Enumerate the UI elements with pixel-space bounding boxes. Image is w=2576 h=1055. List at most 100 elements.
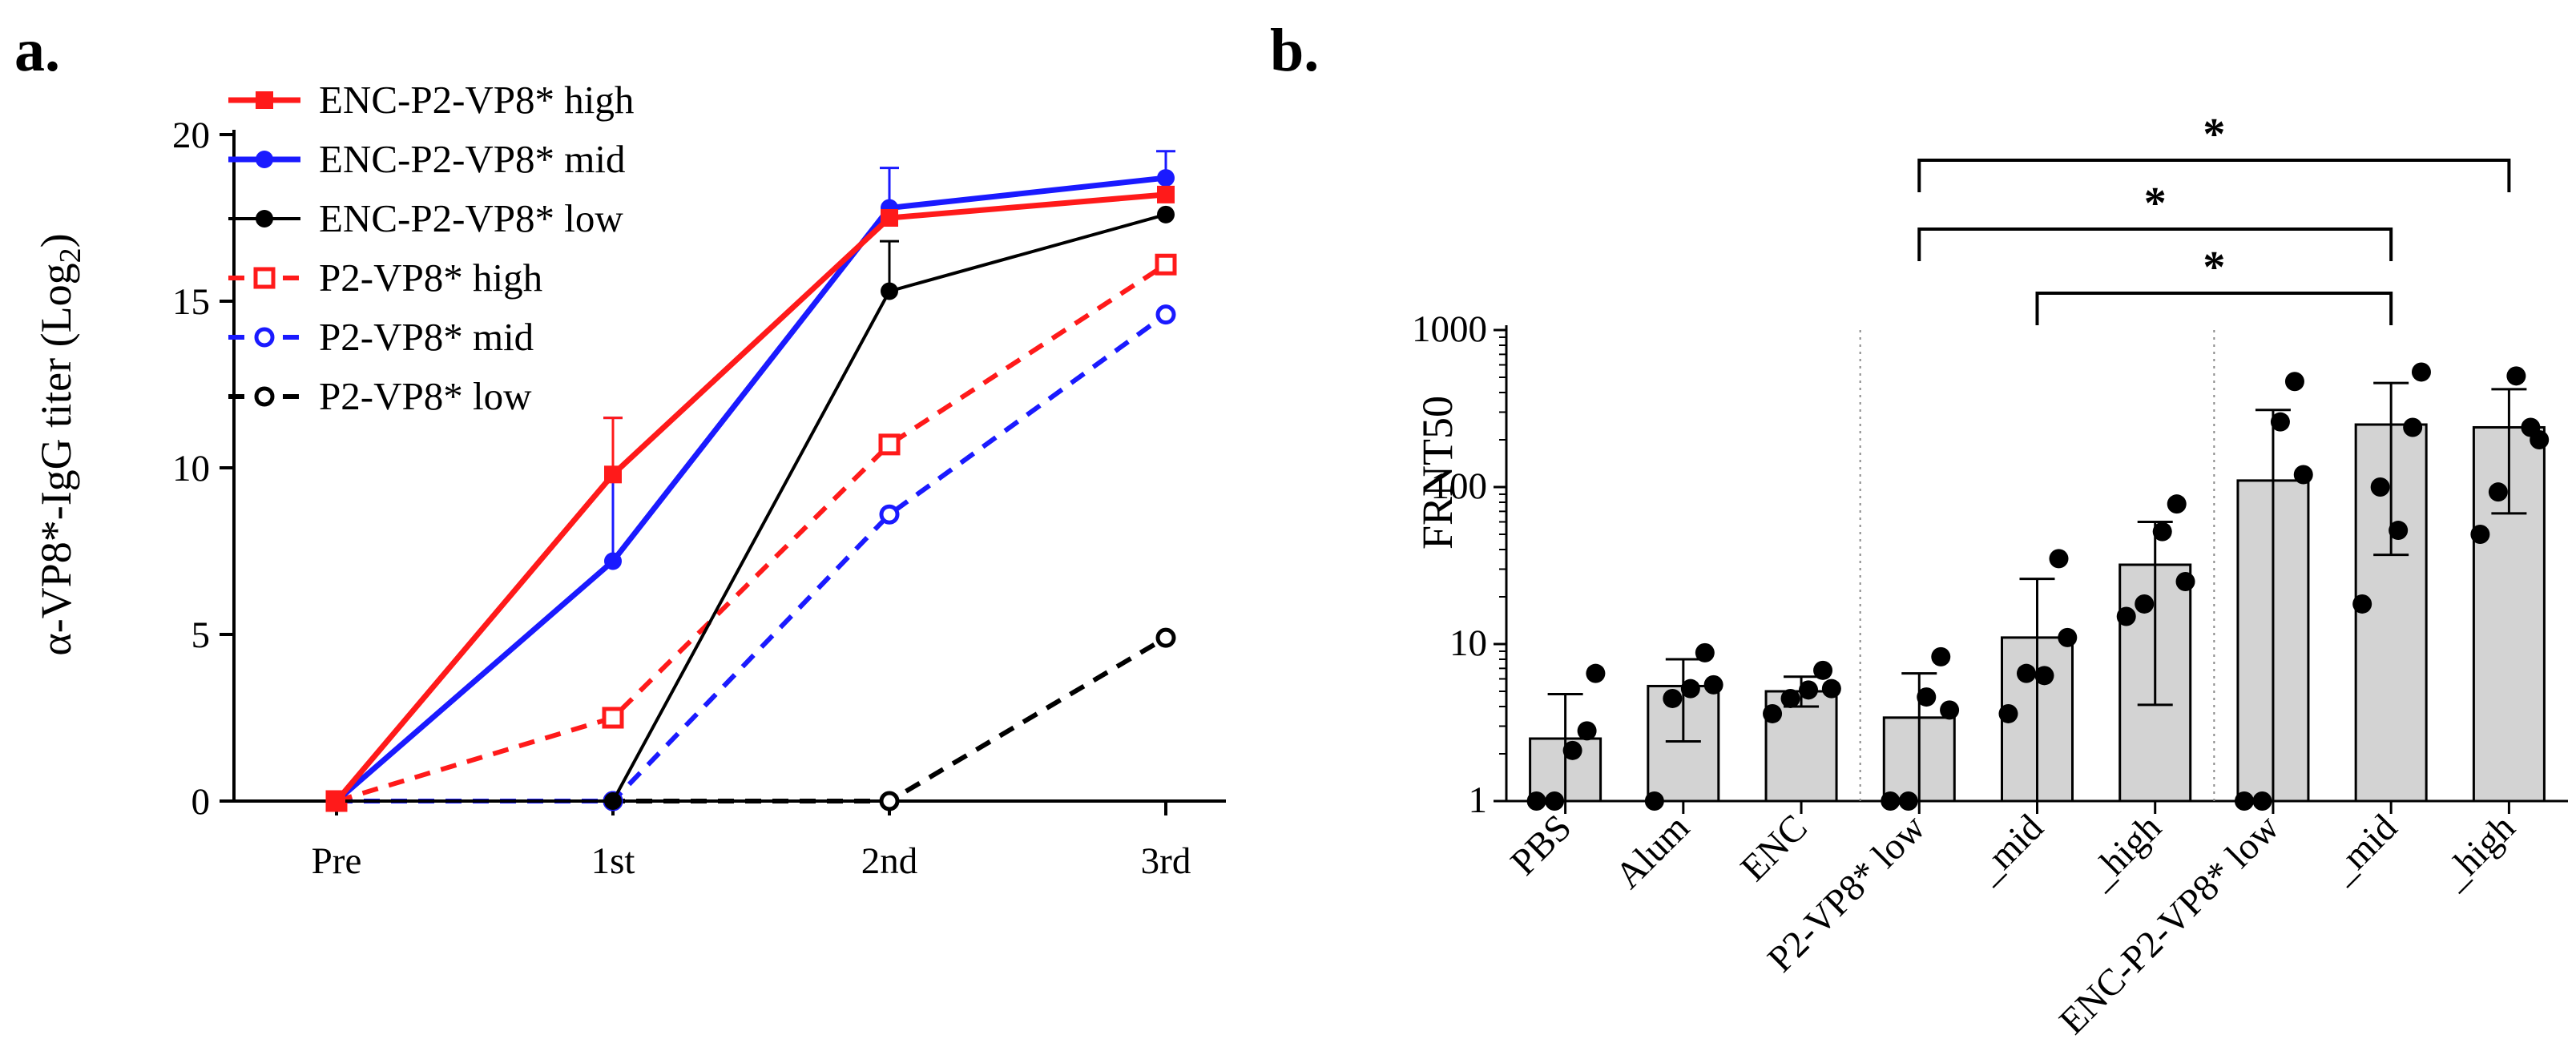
legend-item-p2-vp8-mid: P2-VP8* mid [228, 315, 534, 359]
x-tick-label-alum-1: Alum [1607, 807, 1697, 896]
y-tick-label-0: 0 [191, 781, 211, 823]
y-tick-label-1000: 1000 [1412, 308, 1487, 350]
legend-item-enc-p2-vp8-low: ENC-P2-VP8* low [228, 196, 623, 240]
y-tick-label-100: 100 [1431, 465, 1488, 507]
legend-item-p2-vp8-high: P2-VP8* high [228, 256, 542, 300]
data-point-p2-vp8-high-1st [602, 707, 624, 729]
data-point-p2-vp8-high-3rd [1155, 253, 1177, 276]
significance-label-0: * [2203, 110, 2225, 159]
series-enc-p2-vp8-mid [328, 150, 1175, 810]
legend-label: P2-VP8* high [319, 256, 542, 300]
data-point-3-4 [1940, 700, 1960, 720]
data-point-4-0 [1998, 703, 2018, 723]
data-point-2-2 [1799, 680, 1819, 700]
data-point-5-2 [2152, 521, 2172, 542]
legend-marker [256, 210, 273, 228]
data-point-enc-p2-vp8-mid-1st [604, 552, 622, 570]
data-point-4-3 [2049, 549, 2069, 569]
series-line-p2-vp8-low [337, 635, 1167, 803]
x-tick-label-1st: 1st [591, 840, 635, 882]
data-point-4-2 [2034, 666, 2054, 686]
data-point-enc-p2-vp8-high-2nd [881, 209, 898, 227]
data-point-enc-p2-vp8-mid-3rd [1157, 169, 1175, 187]
legend-item-p2-vp8-low: P2-VP8* low [228, 374, 532, 418]
legend-label: ENC-P2-VP8* mid [319, 137, 626, 181]
panel-a-label: a. [14, 17, 60, 84]
y-tick-label-5: 5 [191, 614, 211, 656]
legend-marker [256, 151, 273, 168]
y-axis-title-subscript: 2 [54, 248, 87, 263]
significance-label-1: * [2144, 179, 2167, 228]
data-point-7-1 [2370, 477, 2390, 497]
series-enc-p2-vp8-high [328, 185, 1175, 810]
legend-marker [254, 386, 275, 407]
x-tick-label-2nd: 2nd [861, 840, 918, 882]
data-point-8-4 [2530, 429, 2550, 449]
legend-item-enc-p2-vp8-mid: ENC-P2-VP8* mid [228, 137, 626, 181]
data-point-6-3 [2284, 372, 2304, 392]
x-tick-label-pre: Pre [312, 840, 362, 882]
data-point-2-4 [1821, 679, 1841, 699]
x-tick-label-pbs-0: PBS [1502, 807, 1579, 884]
bar-chart-y-axis-title: FRNT50 [1413, 396, 1461, 550]
data-point-7-4 [2411, 362, 2431, 382]
y-axis-title-close: ) [32, 233, 80, 248]
data-point-enc-p2-vp8-low-1st [604, 792, 622, 810]
line-chart-series [325, 150, 1177, 812]
data-point-p2-vp8-mid-2nd [879, 504, 900, 525]
y-tick-label-10: 10 [172, 448, 210, 489]
data-point-1-1 [1663, 688, 1683, 708]
data-point-7-0 [2352, 594, 2372, 614]
data-point-enc-p2-vp8-low-2nd [881, 282, 898, 300]
data-point-8-0 [2470, 525, 2490, 545]
data-point-1-4 [1703, 674, 1723, 695]
data-point-2-3 [1813, 660, 1833, 680]
x-tick-label-high-5: _high [2078, 807, 2169, 897]
legend-item-enc-p2-vp8-high: ENC-P2-VP8* high [228, 78, 634, 122]
y-tick-label-10: 10 [1449, 622, 1487, 664]
data-point-p2-vp8-low-2nd [879, 791, 900, 811]
data-point-p2-vp8-mid-3rd [1155, 304, 1176, 325]
data-point-8-2 [2506, 366, 2526, 386]
data-point-2-0 [1763, 703, 1783, 723]
data-point-enc-p2-vp8-high-1st [604, 465, 622, 484]
x-tick-label-high-8: _high [2433, 807, 2523, 897]
line-chart-panel: a. 0 5 10 15 20 Pre 1st 2nd 3rd ENC-P2-VP8* high… [14, 17, 1226, 882]
bar-chart-points [1526, 362, 2550, 811]
significance-label-2: * [2203, 243, 2225, 292]
line-chart-ticks: 0 5 10 15 20 Pre 1st 2nd 3rd [172, 115, 1191, 882]
data-point-7-3 [2403, 417, 2423, 437]
panel-b-label: b. [1270, 17, 1319, 84]
legend-label: P2-VP8* mid [319, 315, 534, 359]
series-line-enc-p2-vp8-high [334, 191, 1167, 803]
data-point-p2-vp8-high-2nd [878, 433, 901, 456]
data-point-0-4 [1586, 663, 1606, 683]
series-line-p2-vp8-high [336, 262, 1167, 803]
series-line-enc-p2-vp8-low [337, 212, 1167, 803]
data-point-3-2 [1917, 687, 1937, 707]
data-point-6-2 [2270, 412, 2290, 432]
data-point-enc-p2-vp8-high-3rd [1157, 185, 1175, 203]
data-point-p2-vp8-low-3rd [1155, 627, 1176, 648]
significance-bracket-0 [1917, 159, 2511, 192]
y-tick-label-20: 20 [172, 115, 210, 156]
y-axis-title-main: α-VP8*-IgG titer (Log [32, 263, 80, 655]
data-point-enc-p2-vp8-high-pre [328, 792, 345, 810]
data-point-1-3 [1695, 642, 1715, 662]
data-point-enc-p2-vp8-low-3rd [1157, 205, 1175, 223]
significance-bracket-2 [2035, 292, 2393, 325]
x-tick-label-enc-2: ENC [1733, 807, 1816, 889]
data-point-8-1 [2488, 482, 2508, 502]
data-point-5-1 [2135, 594, 2155, 614]
significance-brackets: * * * [1917, 110, 2511, 325]
line-chart-legend: ENC-P2-VP8* high ENC-P2-VP8* mid ENC-P2-VP… [228, 78, 634, 418]
data-point-7-2 [2389, 521, 2409, 541]
x-tick-label-enc-p2-vp8-low-6: ENC-P2-VP8* low [2051, 807, 2287, 1042]
data-point-5-4 [2175, 572, 2195, 592]
data-point-5-0 [2116, 606, 2136, 626]
data-point-0-3 [1577, 721, 1597, 741]
legend-marker [253, 267, 276, 289]
data-point-1-2 [1680, 679, 1700, 699]
